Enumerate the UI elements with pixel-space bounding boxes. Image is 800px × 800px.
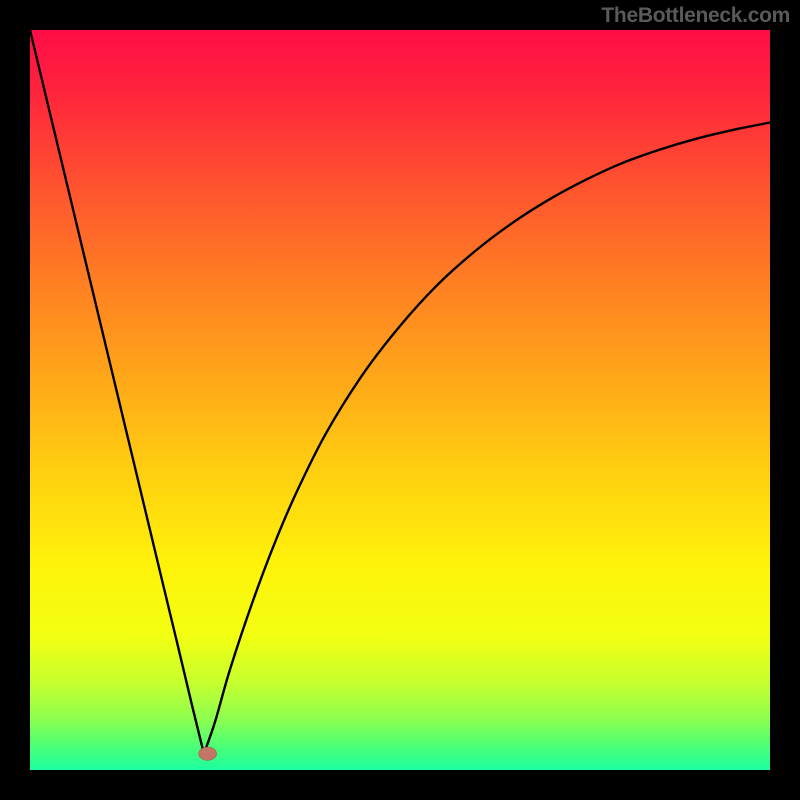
plot-area bbox=[30, 30, 770, 770]
chart-container: TheBottleneck.com bbox=[0, 0, 800, 800]
notch-marker bbox=[199, 747, 217, 760]
bottleneck-chart bbox=[0, 0, 800, 800]
watermark-text: TheBottleneck.com bbox=[601, 4, 790, 28]
